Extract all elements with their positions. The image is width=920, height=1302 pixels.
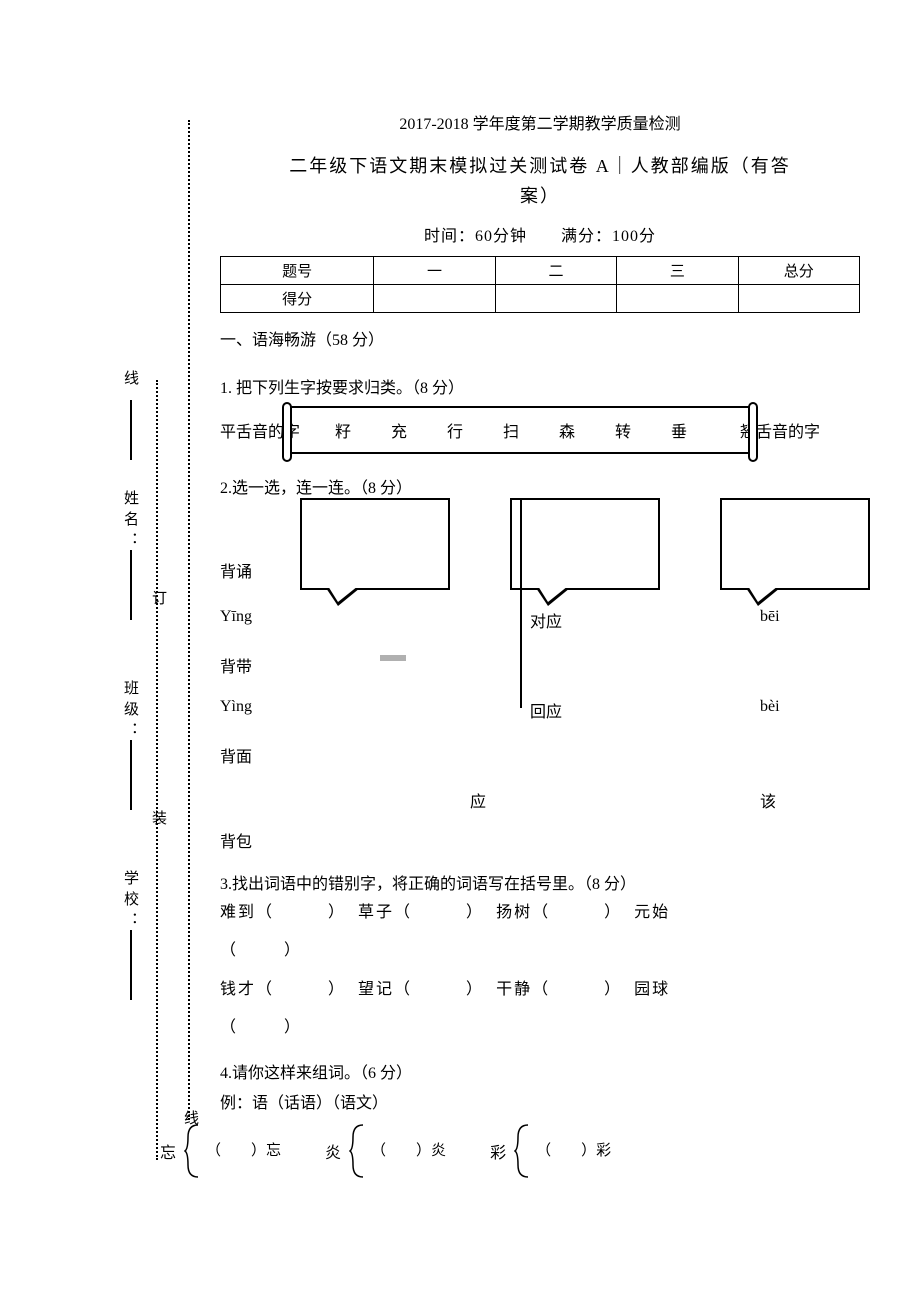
question-4: 4.请你这样来组词。（6 分） 例：语（话语）（语文） 忘 （ ）忘 炎 （ ）… xyxy=(220,1059,860,1183)
score-col-1: 一 xyxy=(427,264,442,280)
score-col-3: 三 xyxy=(670,264,685,280)
q2-c1-4: 背面 xyxy=(220,743,252,767)
binding-dotted-inner xyxy=(156,380,158,1160)
brace-char-2: 炎 xyxy=(325,1139,341,1163)
speech-bubble-2 xyxy=(510,498,660,590)
q2-c1-6: 背包 xyxy=(220,828,252,852)
binding-underline-2 xyxy=(130,550,132,620)
q3-row1b: （ ） xyxy=(220,932,860,970)
q3-r2-0: 钱才（ ） xyxy=(220,981,338,998)
q4-text: 4.请你这样来组词。（6 分） xyxy=(220,1059,860,1083)
binding-underline-3 xyxy=(130,740,132,810)
q2-text: 2.选一选，连一连。（8 分） xyxy=(220,474,860,498)
q2-c2-2: 回应 xyxy=(530,698,562,722)
binding-dotted-outer xyxy=(188,120,190,1120)
binding-underline-4 xyxy=(130,930,132,1000)
question-1: 1. 把下列生字按要求归类。（8 分） 平舌音的字 籽 充 行 扫 森 转 垂 … xyxy=(220,374,860,462)
header-timing: 时间：60分钟 满分：100分 xyxy=(220,222,860,246)
q3-r1-3: 元始 xyxy=(634,904,670,921)
brace-group-1: 忘 （ ）忘 xyxy=(160,1123,281,1183)
score-col-4: 总分 xyxy=(784,264,814,280)
binding-mark-ding: 订 xyxy=(148,590,169,611)
speech-bubble-1 xyxy=(300,498,450,590)
brace-icon xyxy=(349,1123,367,1179)
q2-c1-0: 背诵 xyxy=(220,558,252,582)
q2-c3-4: 该 xyxy=(760,788,776,812)
scroll-box: 籽 充 行 扫 森 转 垂 xyxy=(290,406,750,454)
page-content: 2017-2018 学年度第二学期教学质量检测 二年级下语文期末模拟过关测试卷 … xyxy=(220,110,860,1195)
binding-mark-zhuang: 装 xyxy=(148,810,169,831)
q2-c2-0: 对应 xyxy=(530,608,562,632)
q4-groups: 忘 （ ）忘 炎 （ ）炎 彩 （ ）彩 xyxy=(160,1123,860,1183)
binding-label-name: 姓名： xyxy=(120,490,141,553)
table-row: 得分 xyxy=(221,285,860,313)
q3-r1-2: 扬树（ ） xyxy=(496,904,614,921)
q3-r2-2: 干静（ ） xyxy=(496,981,614,998)
binding-label-line-top: 线 xyxy=(120,370,141,391)
binding-label-class: 班级： xyxy=(120,680,141,743)
section-1-heading: 一、语海畅游（58 分） xyxy=(220,327,860,356)
score-table: 题号 一 二 三 总分 得分 xyxy=(220,256,860,313)
q3-r1-0: 难到（ ） xyxy=(220,904,338,921)
q2-c3-2: bèi xyxy=(760,698,780,716)
header-year: 2017-2018 学年度第二学期教学质量检测 xyxy=(220,110,860,134)
q2-c1-1: Yīng xyxy=(220,608,252,626)
brace-char-3: 彩 xyxy=(490,1139,506,1163)
question-2: 2.选一选，连一连。（8 分） 背诵 Yīng 背带 Yìng 背面 背包 对应… xyxy=(220,474,860,858)
q2-grid: 背诵 Yīng 背带 Yìng 背面 背包 对应 回应 应 bēi bèi 该 xyxy=(220,498,860,858)
brace-line-1: （ ）忘 xyxy=(206,1141,281,1162)
q2-c2-4: 应 xyxy=(470,788,486,812)
header-title-line2: 案） xyxy=(220,182,860,208)
q2-c1-3: Yìng xyxy=(220,698,252,716)
q3-r1-1: 草子（ ） xyxy=(358,904,476,921)
speech-bubble-3 xyxy=(720,498,870,590)
scroll-characters: 籽 充 行 扫 森 转 垂 xyxy=(290,418,750,442)
q2-c3-0: bēi xyxy=(760,608,780,626)
brace-line-3: （ ）彩 xyxy=(536,1141,611,1162)
divider-line xyxy=(520,498,522,708)
q1-text: 1. 把下列生字按要求归类。（8 分） xyxy=(220,374,860,398)
header-title-line1: 二年级下语文期末模拟过关测试卷 A｜人教部编版（有答 xyxy=(220,152,860,178)
brace-line-2: （ ）炎 xyxy=(371,1141,446,1162)
q3-r2-3: 园球 xyxy=(634,981,670,998)
brace-icon xyxy=(514,1123,532,1179)
binding-label-school: 学校： xyxy=(120,870,141,933)
brace-icon xyxy=(184,1123,202,1179)
q3-row2: 钱才（ ） 望记（ ） 干静（ ） 园球 xyxy=(220,971,860,1009)
score-row2-label: 得分 xyxy=(282,292,312,308)
binding-underline-1 xyxy=(130,400,132,460)
q3-r2-1: 望记（ ） xyxy=(358,981,476,998)
brace-group-3: 彩 （ ）彩 xyxy=(490,1123,611,1183)
score-col-0: 题号 xyxy=(282,264,312,280)
q3-text: 3.找出词语中的错别字，将正确的词语写在括号里。（8 分） xyxy=(220,870,860,894)
table-row: 题号 一 二 三 总分 xyxy=(221,257,860,285)
brace-char-1: 忘 xyxy=(160,1139,176,1163)
q3-row1: 难到（ ） 草子（ ） 扬树（ ） 元始 xyxy=(220,894,860,932)
q2-c1-2: 背带 xyxy=(220,653,252,677)
score-col-2: 二 xyxy=(548,264,563,280)
brace-group-2: 炎 （ ）炎 xyxy=(325,1123,446,1183)
question-3: 3.找出词语中的错别字，将正确的词语写在括号里。（8 分） 难到（ ） 草子（ … xyxy=(220,870,860,1048)
q3-row2b: （ ） xyxy=(220,1009,860,1047)
q4-example: 例：语（话语）（语文） xyxy=(220,1089,860,1113)
